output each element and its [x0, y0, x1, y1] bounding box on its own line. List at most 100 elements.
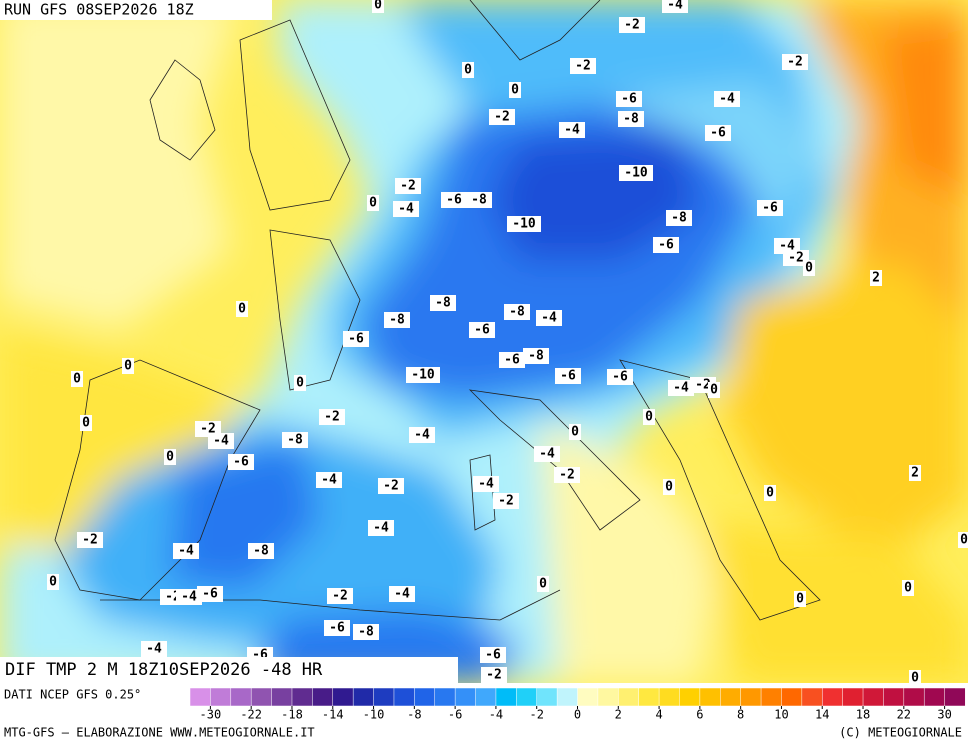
colorbar-tick-label: -4 — [489, 708, 503, 722]
run-box — [0, 0, 272, 20]
contour-label-box — [909, 465, 921, 481]
contour-label-box — [368, 520, 394, 536]
contour-label: -8 — [435, 296, 451, 311]
contour-label: 2 — [872, 271, 880, 286]
contour-label: -6 — [446, 193, 462, 208]
contour-label: -2 — [559, 468, 575, 483]
contour-label-box — [384, 312, 410, 328]
contour-label: 0 — [374, 0, 382, 13]
contour-label-box — [783, 250, 809, 266]
contour-label-box — [282, 432, 308, 448]
contour-label: -2 — [695, 378, 711, 393]
contour-label-box — [441, 192, 467, 208]
colorbar-swatch — [536, 687, 558, 707]
contour-label: 0 — [49, 575, 57, 590]
contour-label-box — [958, 532, 968, 548]
contour-label-box — [536, 310, 562, 326]
contour-label-box — [619, 17, 645, 33]
contour-label: 0 — [710, 383, 718, 398]
contour-label: 0 — [464, 63, 472, 78]
contour-label-box — [570, 58, 596, 74]
contour-label-box — [666, 210, 692, 226]
contour-label-box — [504, 304, 530, 320]
contour-labels: 0 -4-20 -2 -20-6 -4-2-4-8-6-2-100 -4-6 -8-6-10… — [47, 0, 968, 683]
colorbar-swatch — [373, 687, 395, 707]
contour-label: -2 — [200, 422, 216, 437]
colorbar-swatch — [618, 687, 640, 707]
contour-label-box — [469, 322, 495, 338]
contour-label-box — [164, 449, 176, 465]
colorbar-swatch — [781, 687, 803, 707]
contour-label: -4 — [673, 381, 689, 396]
contour-label: -2 — [383, 479, 399, 494]
colorbar: -30 -22 -18 -14 -10 -8 -6 -4 -2 0 2 4 6 8 10 14 18 22 30 — [189, 687, 966, 722]
contour-label-box — [319, 409, 345, 425]
contour-label: 2 — [911, 466, 919, 481]
colorbar-swatch — [189, 687, 211, 707]
contour-label-box — [208, 433, 234, 449]
contour-label: -8 — [509, 305, 525, 320]
contour-label-box — [481, 667, 507, 683]
contour-label: 0 — [766, 486, 774, 501]
colorbar-swatch — [720, 687, 742, 707]
colorbar-tick-label: -6 — [448, 708, 462, 722]
contour-label: -8 — [358, 625, 374, 640]
contour-label-box — [393, 201, 419, 217]
colorbar-tick-label: 8 — [737, 708, 744, 722]
colorbar-tick-label: 0 — [574, 708, 581, 722]
contour-label: -10 — [512, 217, 536, 232]
colorbar-swatch — [312, 687, 334, 707]
colorbar-swatch — [801, 687, 823, 707]
colorbar-swatch — [862, 687, 884, 707]
colorbar-swatch — [393, 687, 415, 707]
colorbar-swatch — [495, 687, 517, 707]
contour-label-box — [372, 0, 384, 13]
colorbar-swatch — [516, 687, 538, 707]
contour-label-box — [176, 589, 202, 605]
colorbar-tick-label: 2 — [615, 708, 622, 722]
contour-label: -4 — [564, 123, 580, 138]
contour-label-box — [663, 479, 675, 495]
contour-label-box — [248, 543, 274, 559]
contour-label-box — [324, 620, 350, 636]
contour-label-box — [47, 574, 59, 590]
contour-label: -2 — [624, 18, 640, 33]
contour-label: -6 — [762, 201, 778, 216]
contour-label: -4 — [181, 590, 197, 605]
colorbar-swatch — [923, 687, 946, 707]
colorbar-tick-label: 14 — [815, 708, 829, 722]
contour-label-box — [668, 380, 694, 396]
colorbar-swatch — [821, 687, 844, 707]
contour-label-box — [294, 375, 306, 391]
contour-label-box — [534, 446, 560, 462]
contour-label: -4 — [213, 434, 229, 449]
colorbar-swatch — [210, 687, 232, 707]
contour-label-box — [509, 82, 521, 98]
contour-label-box — [316, 472, 342, 488]
contour-label: -6 — [329, 621, 345, 636]
contour-label: -2 — [332, 589, 348, 604]
contour-label-box — [77, 532, 103, 548]
contour-label-box — [803, 260, 815, 276]
contour-label: -6 — [504, 353, 520, 368]
contour-label: -4 — [779, 239, 795, 254]
contour-label: -4 — [539, 447, 555, 462]
contour-label-box — [353, 624, 379, 640]
colorbar-swatch — [454, 687, 477, 707]
colorbar-swatch — [679, 687, 701, 707]
contour-label-box — [499, 352, 525, 368]
contour-label: -6 — [485, 648, 501, 663]
contour-label-box — [607, 369, 633, 385]
colorbar-swatch — [883, 687, 905, 707]
contour-label: -10 — [624, 166, 648, 181]
contour-label: -2 — [400, 179, 416, 194]
colorbar-tick-label: 18 — [856, 708, 870, 722]
map-title: DIF TMP 2 M 18Z10SEP2026 -48 HR — [5, 660, 323, 680]
contour-label-box — [473, 476, 499, 492]
contour-label: 0 — [645, 410, 653, 425]
contour-label-box — [507, 216, 541, 232]
contour-label: 0 — [511, 83, 519, 98]
colorbar-tick-label: -22 — [240, 708, 262, 722]
contour-label-box — [653, 237, 679, 253]
title-box — [0, 657, 458, 683]
